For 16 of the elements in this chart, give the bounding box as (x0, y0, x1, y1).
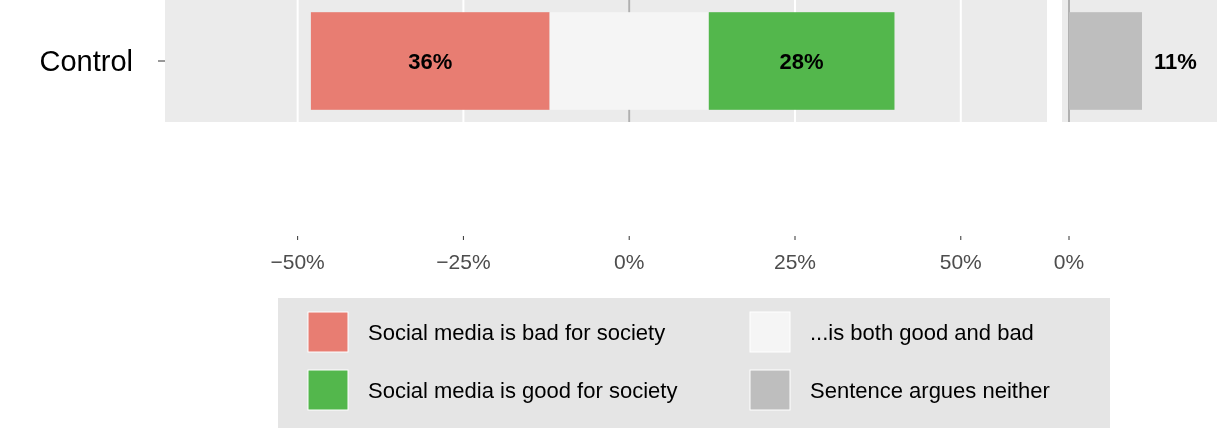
legend-label: Social media is good for society (368, 377, 678, 403)
x-tick-label: 0% (614, 250, 645, 274)
legend-label: ...is both good and bad (810, 319, 1034, 345)
bar (310, 12, 550, 110)
x-tick-label: 25% (773, 250, 817, 274)
x-tick-label: −50% (270, 250, 325, 274)
x-tick-label: −25% (436, 250, 491, 274)
data-label: 11% (1154, 48, 1197, 74)
x-tick-label: 50% (939, 250, 982, 274)
data-label: 28% (779, 48, 824, 74)
bar (549, 12, 709, 110)
y-tick-label: Control (39, 45, 133, 78)
text: Sentence argues neither (810, 377, 1050, 403)
bar (708, 12, 895, 110)
data-label: 36% (408, 48, 453, 74)
legend-label: Social media is bad for society (368, 319, 666, 345)
